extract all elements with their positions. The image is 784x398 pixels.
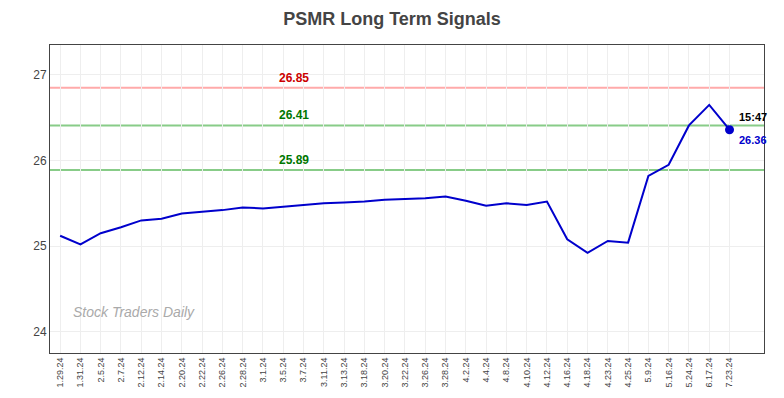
svg-text:26.41: 26.41 bbox=[279, 108, 309, 122]
svg-text:4.16.24: 4.16.24 bbox=[562, 358, 572, 388]
svg-text:4.2.24: 4.2.24 bbox=[461, 358, 471, 383]
svg-text:15:47: 15:47 bbox=[739, 111, 767, 123]
svg-text:5.24.24: 5.24.24 bbox=[684, 358, 694, 388]
svg-text:3.11.24: 3.11.24 bbox=[319, 358, 329, 387]
svg-text:3.13.24: 3.13.24 bbox=[339, 358, 349, 388]
svg-text:4.10.24: 4.10.24 bbox=[522, 358, 532, 388]
svg-text:5.16.24: 5.16.24 bbox=[664, 358, 674, 388]
svg-text:3.1.24: 3.1.24 bbox=[258, 358, 268, 383]
svg-text:2.22.24: 2.22.24 bbox=[197, 358, 207, 388]
svg-text:5.9.24: 5.9.24 bbox=[643, 358, 653, 383]
svg-text:26.36: 26.36 bbox=[739, 134, 767, 146]
svg-text:2.7.24: 2.7.24 bbox=[116, 358, 126, 383]
svg-text:Stock Traders Daily: Stock Traders Daily bbox=[73, 304, 195, 320]
svg-text:3.7.24: 3.7.24 bbox=[298, 358, 308, 383]
svg-text:4.25.24: 4.25.24 bbox=[623, 358, 633, 388]
svg-text:4.12.24: 4.12.24 bbox=[542, 358, 552, 388]
svg-text:25: 25 bbox=[33, 239, 47, 253]
svg-text:6.17.24: 6.17.24 bbox=[704, 358, 714, 388]
svg-text:4.23.24: 4.23.24 bbox=[603, 358, 613, 388]
svg-text:3.28.24: 3.28.24 bbox=[440, 358, 450, 388]
svg-text:25.89: 25.89 bbox=[279, 153, 309, 167]
svg-text:2.14.24: 2.14.24 bbox=[156, 358, 166, 388]
svg-text:3.22.24: 3.22.24 bbox=[400, 358, 410, 388]
svg-text:4.4.24: 4.4.24 bbox=[481, 358, 491, 383]
svg-text:24: 24 bbox=[33, 325, 47, 339]
svg-text:1.31.24: 1.31.24 bbox=[75, 358, 85, 388]
svg-text:3.18.24: 3.18.24 bbox=[359, 358, 369, 388]
svg-text:4.18.24: 4.18.24 bbox=[582, 358, 592, 388]
svg-text:PSMR Long Term Signals: PSMR Long Term Signals bbox=[283, 9, 501, 29]
svg-text:2.26.24: 2.26.24 bbox=[217, 358, 227, 388]
svg-text:26: 26 bbox=[33, 154, 47, 168]
svg-text:26.85: 26.85 bbox=[279, 71, 309, 85]
svg-text:2.12.24: 2.12.24 bbox=[136, 358, 146, 388]
svg-text:3.20.24: 3.20.24 bbox=[380, 358, 390, 388]
svg-text:7.23.24: 7.23.24 bbox=[724, 358, 734, 388]
svg-text:27: 27 bbox=[33, 68, 47, 82]
svg-text:3.5.24: 3.5.24 bbox=[278, 358, 288, 383]
svg-text:1.29.24: 1.29.24 bbox=[55, 358, 65, 388]
svg-text:2.5.24: 2.5.24 bbox=[96, 358, 106, 383]
svg-text:3.26.24: 3.26.24 bbox=[420, 358, 430, 388]
svg-text:2.28.24: 2.28.24 bbox=[238, 358, 248, 388]
svg-text:2.20.24: 2.20.24 bbox=[177, 358, 187, 388]
svg-text:4.8.24: 4.8.24 bbox=[501, 358, 511, 383]
